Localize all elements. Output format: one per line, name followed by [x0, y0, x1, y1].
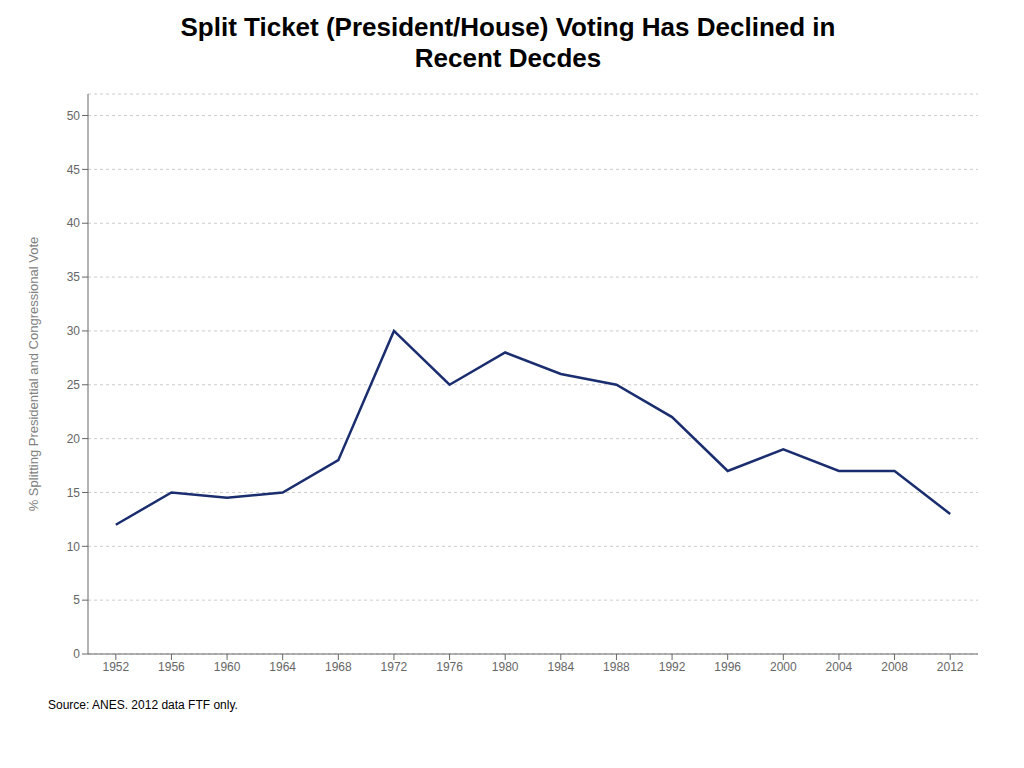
svg-text:25: 25: [67, 378, 81, 392]
svg-text:50: 50: [67, 109, 81, 123]
svg-text:5: 5: [73, 594, 80, 608]
svg-text:1988: 1988: [603, 660, 630, 674]
html-text:Source: ANES. 2012 data FTF on: Source: ANES. 2012 data FTF only.: [48, 698, 238, 713]
svg-text:% Splitting Presidential and C: % Splitting Presidential and Congression…: [26, 237, 41, 512]
svg-text:1992: 1992: [659, 660, 686, 674]
svg-text:1968: 1968: [325, 660, 352, 674]
svg-text:30: 30: [67, 325, 81, 339]
svg-text:2012: 2012: [937, 660, 964, 674]
svg-text:1960: 1960: [214, 660, 241, 674]
svg-text:20: 20: [67, 432, 81, 446]
html-text:Recent Decdes: Recent Decdes: [414, 43, 602, 74]
svg-text:10: 10: [67, 540, 81, 554]
html-text:Split Ticket (President/House): Split Ticket (President/House) Voting Ha…: [180, 12, 836, 42]
svg-text:1976: 1976: [436, 660, 463, 674]
svg-text:1996: 1996: [714, 660, 741, 674]
svg-text:1984: 1984: [547, 660, 574, 674]
svg-text:45: 45: [67, 163, 81, 177]
svg-text:35: 35: [67, 271, 81, 285]
svg-text:1972: 1972: [381, 660, 408, 674]
svg-text:1952: 1952: [102, 660, 129, 674]
svg-text:1980: 1980: [492, 660, 519, 674]
svg-text:15: 15: [67, 486, 81, 500]
svg-text:1964: 1964: [269, 660, 296, 674]
svg-text:40: 40: [67, 217, 81, 231]
svg-text:0: 0: [73, 648, 80, 662]
svg-text:2008: 2008: [881, 660, 908, 674]
svg-text:2004: 2004: [826, 660, 853, 674]
svg-text:2000: 2000: [770, 660, 797, 674]
svg-text:1956: 1956: [158, 660, 185, 674]
